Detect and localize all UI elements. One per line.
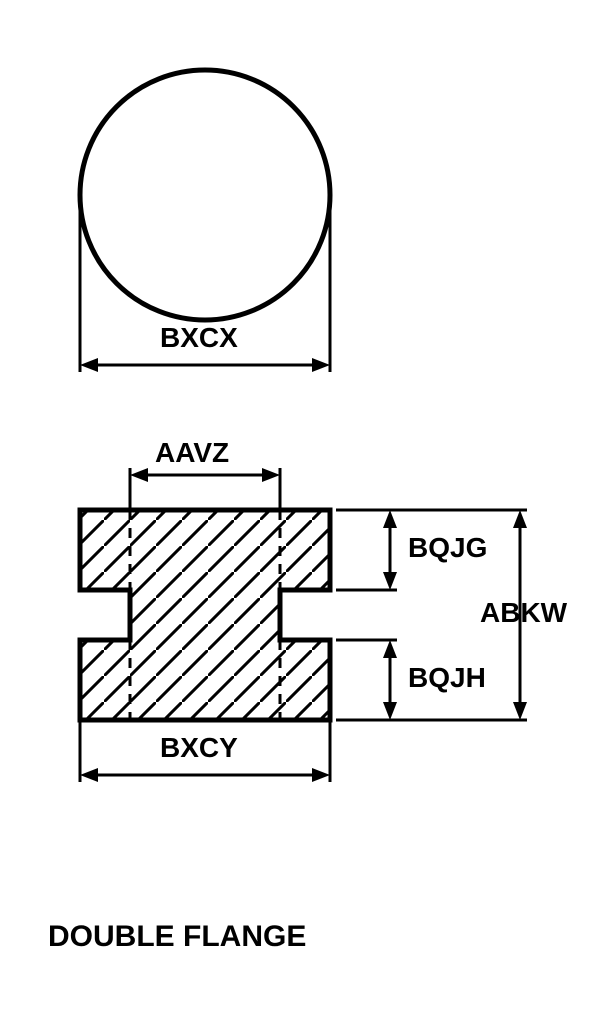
dim-label-bqjh: BQJH bbox=[408, 662, 486, 694]
dim-label-bxcx: BXCX bbox=[160, 322, 238, 354]
diagram-stage: DOUBLE FLANGE BXCX AAVZ BXCY ABKW BQJG B… bbox=[0, 0, 603, 1020]
dim-label-abkw: ABKW bbox=[480, 597, 567, 629]
diagram-title: DOUBLE FLANGE bbox=[48, 920, 306, 954]
drawing-svg bbox=[0, 0, 603, 1020]
dim-label-bqjg: BQJG bbox=[408, 532, 487, 564]
dim-label-aavz: AAVZ bbox=[155, 437, 229, 469]
dim-label-bxcy: BXCY bbox=[160, 732, 238, 764]
